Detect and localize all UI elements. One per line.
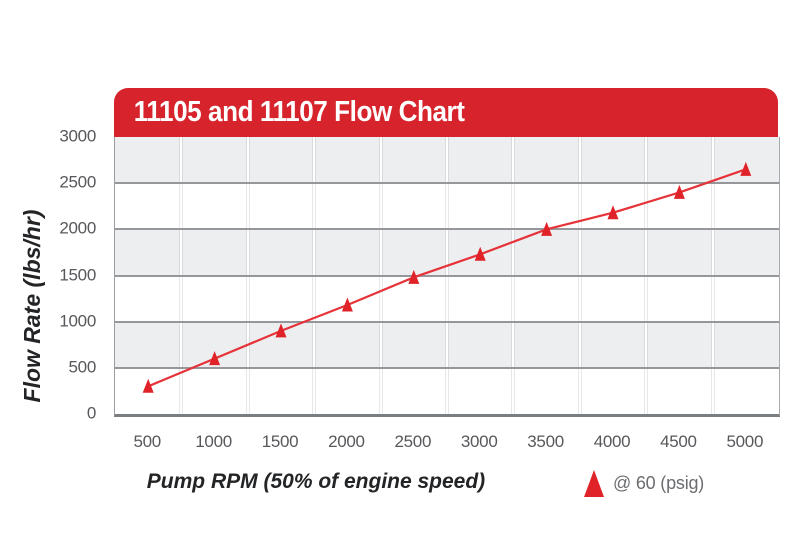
data-point-marker xyxy=(209,351,221,366)
y-tick-label: 2500 xyxy=(59,172,96,192)
x-tick-label: 1000 xyxy=(195,432,232,451)
legend: @ 60 (psig) xyxy=(584,470,704,497)
x-tick-label: 1500 xyxy=(261,432,299,451)
x-tick-label: 3000 xyxy=(460,432,498,451)
h-gridline xyxy=(115,320,779,323)
x-tick-label: 5000 xyxy=(726,432,764,451)
x-tick-label: 3500 xyxy=(527,432,564,451)
data-point-marker xyxy=(474,246,486,261)
plot-area xyxy=(114,137,780,417)
y-tick-label: 500 xyxy=(68,357,97,377)
data-point-marker xyxy=(142,378,154,393)
x-axis-title: Pump RPM (50% of engine speed) xyxy=(146,470,486,493)
y-tick-label: 1000 xyxy=(59,311,96,331)
y-tick-label: 2000 xyxy=(59,218,96,238)
y-tick-label: 3000 xyxy=(59,126,96,146)
h-gridline xyxy=(115,366,779,369)
data-point-marker xyxy=(607,205,619,220)
flow-series-svg xyxy=(142,161,752,393)
y-tick-label: 0 xyxy=(86,403,96,423)
chart-title-banner: 11105 and 11107 Flow Chart xyxy=(114,88,778,137)
legend-triangle-icon xyxy=(584,470,604,497)
data-point-marker xyxy=(673,184,685,199)
x-tick-label: 500 xyxy=(133,432,161,451)
x-tick-label: 4000 xyxy=(593,432,631,451)
y-tick-label: 1500 xyxy=(59,265,96,285)
data-point-marker xyxy=(275,323,287,338)
data-point-marker xyxy=(740,161,752,176)
chart-title: 11105 and 11107 Flow Chart xyxy=(133,96,465,128)
h-gridline xyxy=(115,182,779,185)
x-tick-label: 2000 xyxy=(328,432,365,451)
x-tick-label: 2500 xyxy=(394,432,432,451)
data-point-marker xyxy=(541,221,553,236)
legend-label: @ 60 (psig) xyxy=(613,473,705,493)
h-gridline xyxy=(115,228,779,231)
flow-line xyxy=(147,168,747,388)
h-gridline xyxy=(115,274,779,277)
data-point-marker xyxy=(341,297,353,312)
data-point-marker xyxy=(408,269,420,284)
x-tick-label: 4500 xyxy=(660,432,697,451)
